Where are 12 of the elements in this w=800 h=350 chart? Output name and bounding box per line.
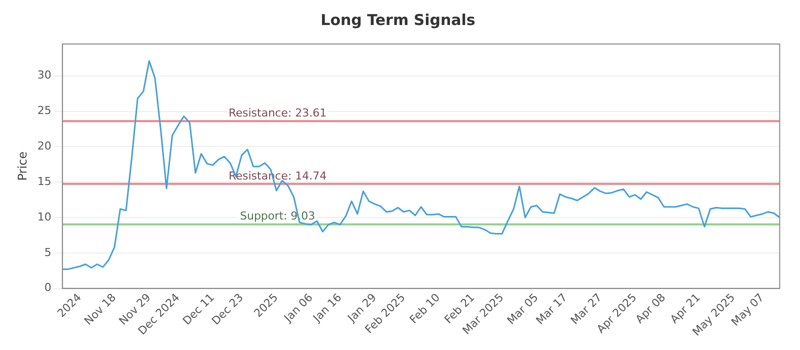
y-tick-label: 30 xyxy=(37,68,52,82)
ref-line-label: Resistance: 23.61 xyxy=(228,106,327,120)
x-tick-label: Feb 10 xyxy=(407,290,443,326)
y-tick-label: 0 xyxy=(44,281,52,294)
x-tick-label: Nov 18 xyxy=(82,290,119,328)
y-tick-label: 20 xyxy=(37,140,52,153)
y-tick-label: 5 xyxy=(44,246,52,259)
y-tick-label: 25 xyxy=(37,104,52,118)
chart-title: Long Term Signals xyxy=(320,10,476,29)
y-tick-label: 15 xyxy=(37,174,52,188)
y-tick-label: 10 xyxy=(37,210,52,224)
y-axis-title: Price xyxy=(15,152,30,181)
